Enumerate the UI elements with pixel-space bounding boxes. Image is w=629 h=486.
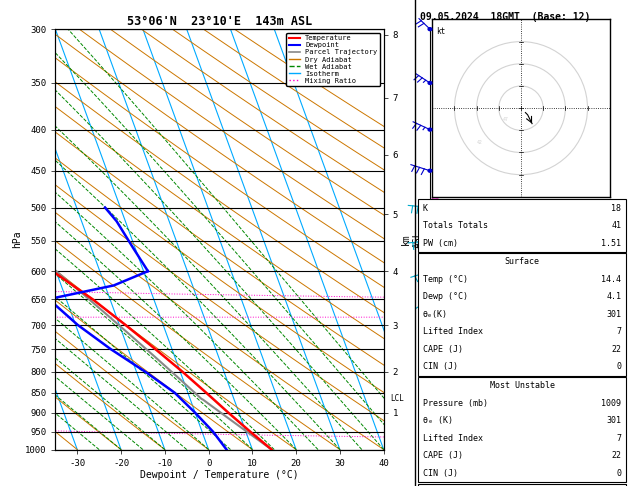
Text: 301: 301 [606,417,621,425]
Text: Dewp (°C): Dewp (°C) [423,293,467,301]
X-axis label: Dewpoint / Temperature (°C): Dewpoint / Temperature (°C) [140,470,299,480]
Text: Totals Totals: Totals Totals [423,221,487,230]
Text: CIN (J): CIN (J) [423,469,457,478]
Text: 22: 22 [611,451,621,460]
Text: Pressure (mb): Pressure (mb) [423,399,487,408]
Text: © weatheronline.co.uk: © weatheronline.co.uk [474,471,571,480]
Legend: Temperature, Dewpoint, Parcel Trajectory, Dry Adiabat, Wet Adiabat, Isotherm, Mi: Temperature, Dewpoint, Parcel Trajectory… [286,33,380,87]
Text: Mixing Ratio (g/kg): Mixing Ratio (g/kg) [432,195,441,283]
Text: 1.51: 1.51 [601,239,621,247]
Y-axis label: hPa: hPa [12,230,22,248]
Text: θₑ(K): θₑ(K) [423,310,448,319]
Text: 301: 301 [606,310,621,319]
Text: PW (cm): PW (cm) [423,239,457,247]
Title: 53°06'N  23°10'E  143m ASL: 53°06'N 23°10'E 143m ASL [127,15,312,28]
Text: 42: 42 [477,139,482,145]
Text: Most Unstable: Most Unstable [489,382,555,390]
Text: 0: 0 [616,469,621,478]
Text: 18: 18 [611,204,621,212]
Text: Lifted Index: Lifted Index [423,434,482,443]
Text: 22: 22 [611,345,621,354]
Text: Temp (°C): Temp (°C) [423,275,467,284]
Text: 7: 7 [616,328,621,336]
Text: 1009: 1009 [601,399,621,408]
Text: CIN (J): CIN (J) [423,363,457,371]
Text: K: K [423,204,428,212]
Text: 14.4: 14.4 [601,275,621,284]
Text: CAPE (J): CAPE (J) [423,451,462,460]
Text: kt: kt [436,27,445,35]
Text: 41: 41 [611,221,621,230]
Text: 47: 47 [503,118,509,122]
Text: LCL: LCL [391,395,404,403]
Text: θₑ (K): θₑ (K) [423,417,452,425]
Y-axis label: km
ASL: km ASL [401,230,423,248]
Text: 0: 0 [616,363,621,371]
Text: Surface: Surface [504,258,540,266]
Text: CAPE (J): CAPE (J) [423,345,462,354]
Text: 09.05.2024  18GMT  (Base: 12): 09.05.2024 18GMT (Base: 12) [420,12,591,22]
Text: 7: 7 [616,434,621,443]
Text: Lifted Index: Lifted Index [423,328,482,336]
Text: 4.1: 4.1 [606,293,621,301]
